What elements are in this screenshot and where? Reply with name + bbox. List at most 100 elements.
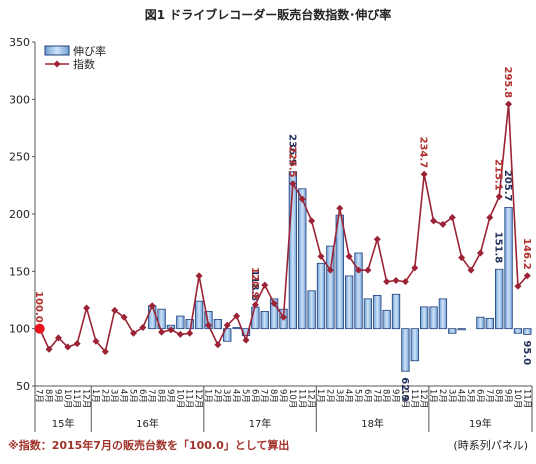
line-marker bbox=[45, 345, 53, 353]
x-tick-label: 4月 bbox=[456, 389, 466, 403]
legend-swatch bbox=[44, 45, 70, 56]
x-tick-label: 6月 bbox=[362, 389, 372, 403]
bar bbox=[232, 327, 241, 330]
y-tick-label: 350 bbox=[9, 36, 30, 49]
x-tick-label: 2月 bbox=[324, 389, 334, 403]
x-tick-label: 1月 bbox=[90, 389, 100, 403]
bar bbox=[326, 245, 335, 330]
data-label: 120.9 bbox=[249, 267, 260, 299]
x-tick-label: 8月 bbox=[268, 389, 278, 403]
x-tick-label: 6月 bbox=[474, 389, 484, 403]
panel-note: (時系列パネル) bbox=[453, 438, 528, 452]
x-tick-label: 3月 bbox=[221, 389, 231, 403]
x-tick-label: 11月 bbox=[409, 389, 419, 408]
bar bbox=[176, 315, 185, 330]
x-tick-label: 8月 bbox=[156, 389, 166, 403]
line-marker bbox=[280, 313, 287, 321]
line-marker bbox=[392, 277, 400, 285]
data-label: 151.8 bbox=[493, 232, 504, 264]
x-tick-label: 12月 bbox=[306, 389, 316, 408]
bar bbox=[420, 306, 429, 330]
bar bbox=[429, 306, 438, 330]
bar bbox=[354, 252, 363, 330]
y-tick-label: 150 bbox=[9, 265, 30, 278]
line-marker bbox=[420, 170, 428, 178]
x-tick-label: 5月 bbox=[353, 389, 363, 403]
bar bbox=[251, 306, 260, 330]
bar bbox=[269, 298, 279, 330]
x-tick-label: 2月 bbox=[437, 389, 447, 403]
line-marker bbox=[523, 272, 531, 280]
line-marker bbox=[251, 301, 259, 309]
x-tick-label: 9月 bbox=[390, 389, 400, 403]
line-marker bbox=[448, 213, 456, 221]
line-marker bbox=[411, 264, 419, 272]
x-tick-label: 2月 bbox=[212, 389, 222, 403]
line-marker bbox=[270, 299, 278, 307]
x-tick-label: 1月 bbox=[202, 389, 212, 403]
x-tick-label: 12月 bbox=[193, 389, 203, 408]
x-tick-label: 9月 bbox=[278, 389, 288, 403]
x-tick-label: 4月 bbox=[343, 389, 353, 403]
x-tick-label: 4月 bbox=[231, 389, 241, 403]
x-tick-label: 9月 bbox=[52, 389, 62, 403]
line-marker bbox=[73, 340, 81, 348]
bar bbox=[476, 316, 485, 330]
line-marker bbox=[476, 249, 484, 257]
line-marker bbox=[242, 336, 250, 344]
bar bbox=[213, 319, 223, 330]
x-tick-label: 3月 bbox=[446, 389, 456, 403]
x-tick-label: 1月 bbox=[315, 389, 325, 403]
data-label: 226.5 bbox=[286, 146, 297, 178]
x-tick-label: 6月 bbox=[137, 389, 147, 403]
bar bbox=[382, 309, 391, 330]
x-tick-label: 10月 bbox=[287, 389, 297, 408]
line-marker bbox=[83, 304, 91, 312]
legend-label: 伸び率 bbox=[73, 44, 106, 58]
year-label: 17年 bbox=[249, 417, 272, 430]
line-marker bbox=[261, 281, 269, 289]
x-tick-label: 11月 bbox=[71, 389, 81, 408]
bar bbox=[410, 328, 419, 362]
bar bbox=[391, 293, 401, 330]
x-tick-label: 7月 bbox=[34, 389, 44, 403]
line-marker bbox=[120, 313, 128, 321]
line-marker bbox=[195, 272, 203, 280]
x-tick-label: 11月 bbox=[521, 389, 531, 408]
bar bbox=[513, 328, 523, 334]
year-label: 16年 bbox=[136, 417, 159, 430]
y-tick-label: 200 bbox=[9, 208, 30, 221]
line-marker bbox=[298, 195, 306, 203]
legend-label: 指数 bbox=[73, 57, 95, 71]
x-tick-label: 8月 bbox=[381, 389, 391, 403]
data-label: 295.8 bbox=[502, 67, 513, 99]
line-marker bbox=[204, 321, 212, 329]
year-label: 15年 bbox=[52, 417, 75, 430]
x-tick-label: 11月 bbox=[184, 389, 194, 408]
bar bbox=[495, 268, 504, 330]
line-marker bbox=[54, 334, 62, 342]
line-marker bbox=[430, 217, 438, 225]
x-tick-label: 5月 bbox=[465, 389, 475, 403]
data-label: 215.1 bbox=[493, 159, 504, 191]
line-marker bbox=[373, 235, 381, 243]
x-tick-label: 7月 bbox=[146, 389, 156, 403]
data-label: 205.7 bbox=[502, 170, 513, 202]
data-label: 62.9 bbox=[399, 377, 410, 402]
x-tick-label: 6月 bbox=[249, 389, 259, 403]
year-label: 18年 bbox=[361, 417, 384, 430]
x-tick-label: 12月 bbox=[418, 389, 428, 408]
line-marker bbox=[486, 213, 494, 221]
line-marker bbox=[364, 266, 372, 274]
x-tick-label: 3月 bbox=[334, 389, 344, 403]
x-tick-label: 10月 bbox=[62, 389, 72, 408]
y-tick-label: 50 bbox=[16, 380, 30, 393]
x-tick-label: 10月 bbox=[512, 389, 522, 408]
bar bbox=[288, 171, 298, 330]
x-tick-label: 4月 bbox=[118, 389, 128, 403]
line-marker bbox=[233, 312, 241, 320]
line-marker bbox=[101, 348, 109, 356]
x-tick-label: 5月 bbox=[127, 389, 137, 403]
year-label: 19年 bbox=[469, 417, 492, 430]
